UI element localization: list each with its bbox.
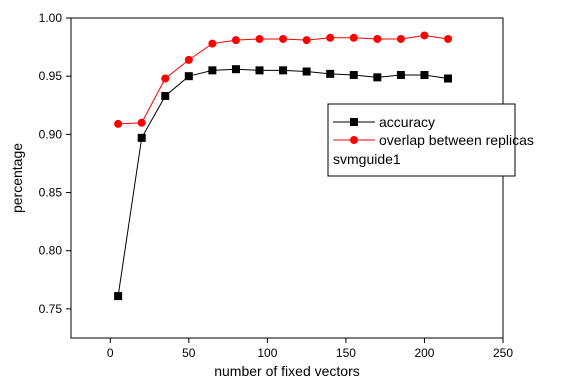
y-axis-label: percentage (9, 143, 25, 213)
y-tick-label: 0.75 (39, 302, 63, 316)
overlap-point (396, 34, 405, 43)
accuracy-point (137, 133, 146, 142)
overlap-point (184, 55, 193, 64)
overlap-point (326, 33, 335, 42)
y-tick-label: 1.00 (39, 11, 63, 25)
legend-overlap-label: overlap between replicas (379, 132, 534, 148)
overlap-point (161, 74, 170, 83)
overlap-point (302, 36, 311, 45)
legend-overlap-marker (350, 136, 358, 144)
accuracy-point (396, 71, 405, 80)
overlap-point (255, 34, 264, 43)
overlap-point (208, 39, 217, 48)
accuracy-point (302, 67, 311, 76)
legend: accuracy overlap between replicas svmgui… (327, 103, 534, 177)
overlap-point (137, 118, 146, 127)
overlap-point (231, 36, 240, 45)
accuracy-point (420, 71, 429, 80)
legend-note: svmguide1 (333, 151, 401, 167)
y-tick-label: 0.95 (39, 69, 63, 83)
x-axis: 0 50 100 150 200 250 (107, 338, 513, 360)
plot-frame (70, 17, 504, 339)
x-tick-label: 150 (336, 346, 356, 360)
accuracy-point (184, 72, 193, 81)
accuracy-point (279, 66, 288, 75)
legend-accuracy-marker (350, 118, 358, 126)
x-tick-label: 200 (414, 346, 434, 360)
x-tick-label: 100 (257, 346, 277, 360)
y-tick-label: 0.80 (39, 244, 63, 258)
overlap-point (444, 34, 453, 43)
plot-series (114, 31, 453, 301)
y-tick-label: 0.90 (39, 127, 63, 141)
accuracy-point (373, 73, 382, 82)
accuracy-point (208, 66, 217, 75)
x-tick-label: 250 (493, 346, 513, 360)
overlap-point (349, 33, 358, 42)
x-axis-label: number of fixed vectors (214, 363, 360, 379)
legend-accuracy-label: accuracy (379, 114, 435, 130)
series-line-accuracy (117, 68, 449, 297)
y-tick-label: 0.85 (39, 186, 63, 200)
accuracy-point (255, 66, 264, 75)
overlap-point (373, 34, 382, 43)
x-tick-label: 0 (107, 346, 114, 360)
y-axis: 0.75 0.80 0.85 0.90 0.95 1.00 (39, 11, 71, 316)
overlap-point (114, 119, 123, 128)
overlap-point (279, 34, 288, 43)
overlap-point (420, 31, 429, 40)
accuracy-point (444, 74, 453, 83)
accuracy-point (326, 69, 335, 78)
accuracy-point (231, 65, 240, 74)
x-tick-label: 50 (182, 346, 196, 360)
accuracy-point (349, 71, 358, 80)
accuracy-point (161, 91, 170, 100)
accuracy-point (114, 292, 123, 301)
